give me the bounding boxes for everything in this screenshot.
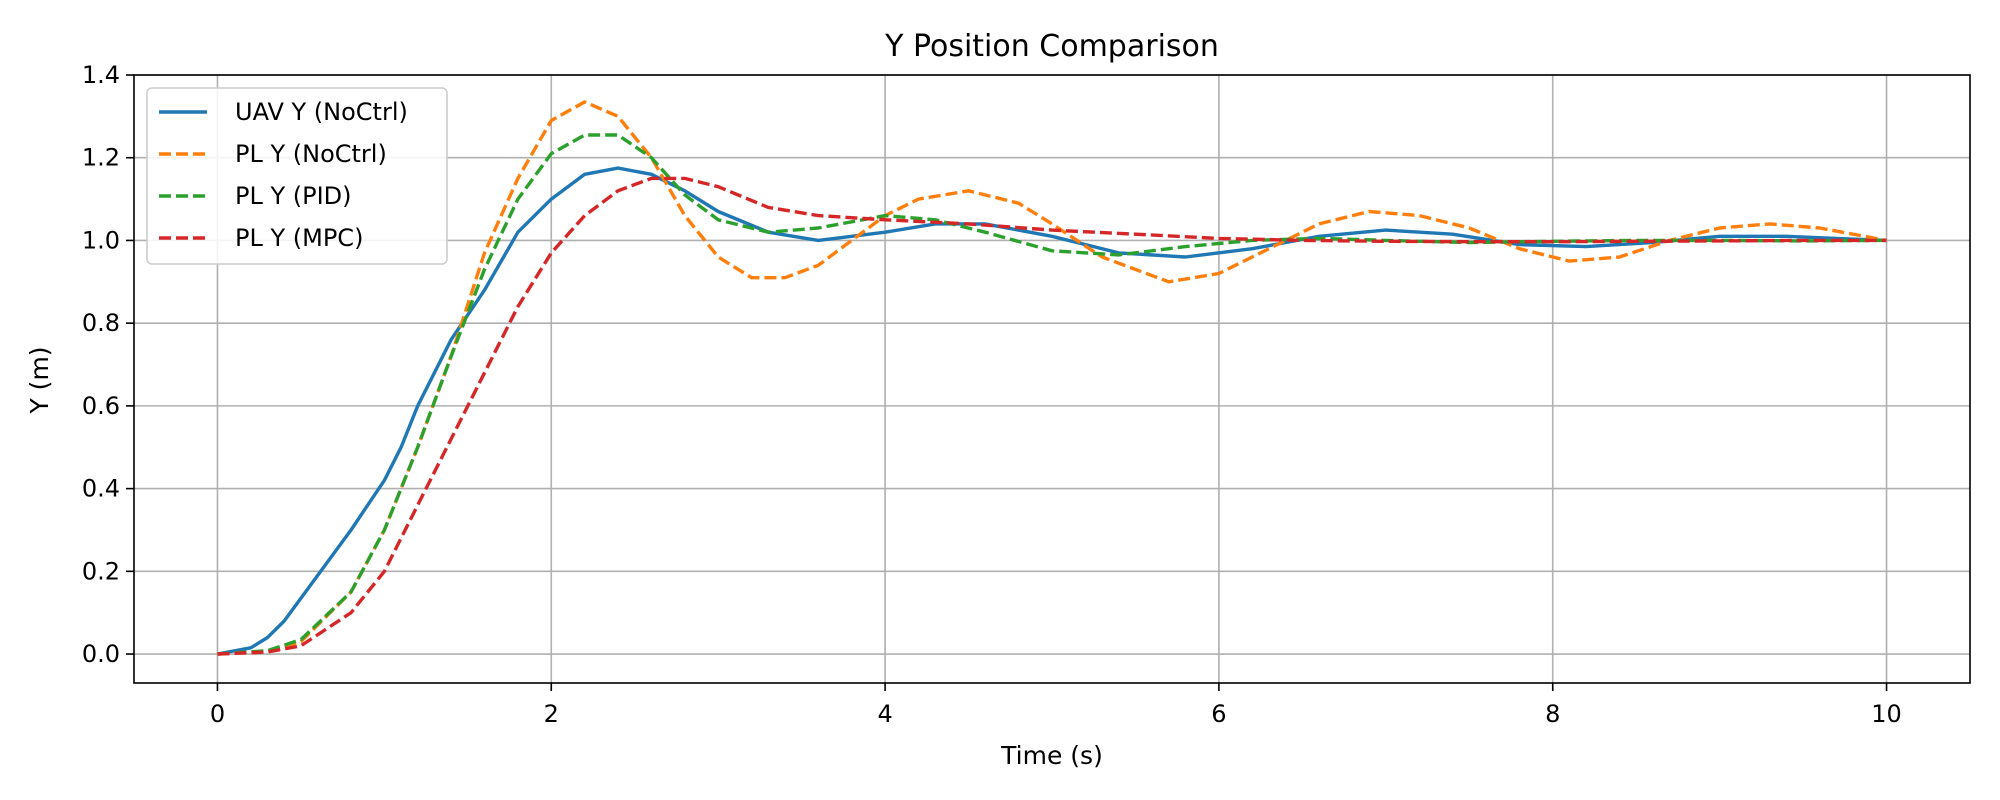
x-tick-label: 6 [1211,700,1226,728]
legend-label-2: PL Y (NoCtrl) [235,140,387,168]
y-tick-label: 0.4 [82,475,120,503]
axis-ticks: 0 2 4 6 8 10 0.0 0.2 0.4 0.6 0.8 1.0 1.2 1.4 [82,61,1902,728]
y-tick-label: 0.2 [82,557,120,585]
y-tick-label: 0.0 [82,640,120,668]
x-tick-label: 8 [1545,700,1560,728]
x-tick-label: 10 [1871,700,1902,728]
chart-title: Y Position Comparison [884,29,1219,64]
x-tick-label: 2 [544,700,559,728]
x-axis-label: Time (s) [1000,741,1103,770]
y-tick-label: 0.6 [82,392,120,420]
series-line-4 [217,176,1887,656]
legend-label-3: PL Y (PID) [235,182,352,210]
legend-label-4: PL Y (MPC) [235,224,363,252]
plot-area-frame [133,74,1971,684]
y-tick-label: 1.4 [82,61,120,89]
series-line-2 [217,100,1887,656]
x-tick-label: 4 [877,700,892,728]
legend: UAV Y (NoCtrl) PL Y (NoCtrl) PL Y (PID) PL … [146,87,448,265]
series-layer [217,100,1887,656]
series-line-3 [217,133,1887,656]
y-axis-label: Y (m) [25,346,54,414]
legend-label-1: UAV Y (NoCtrl) [235,98,408,126]
x-tick-label: 0 [210,700,225,728]
legend-box [146,87,448,265]
y-tick-label: 1.2 [82,144,120,172]
y-tick-label: 1.0 [82,226,120,254]
y-tick-label: 0.8 [82,309,120,337]
